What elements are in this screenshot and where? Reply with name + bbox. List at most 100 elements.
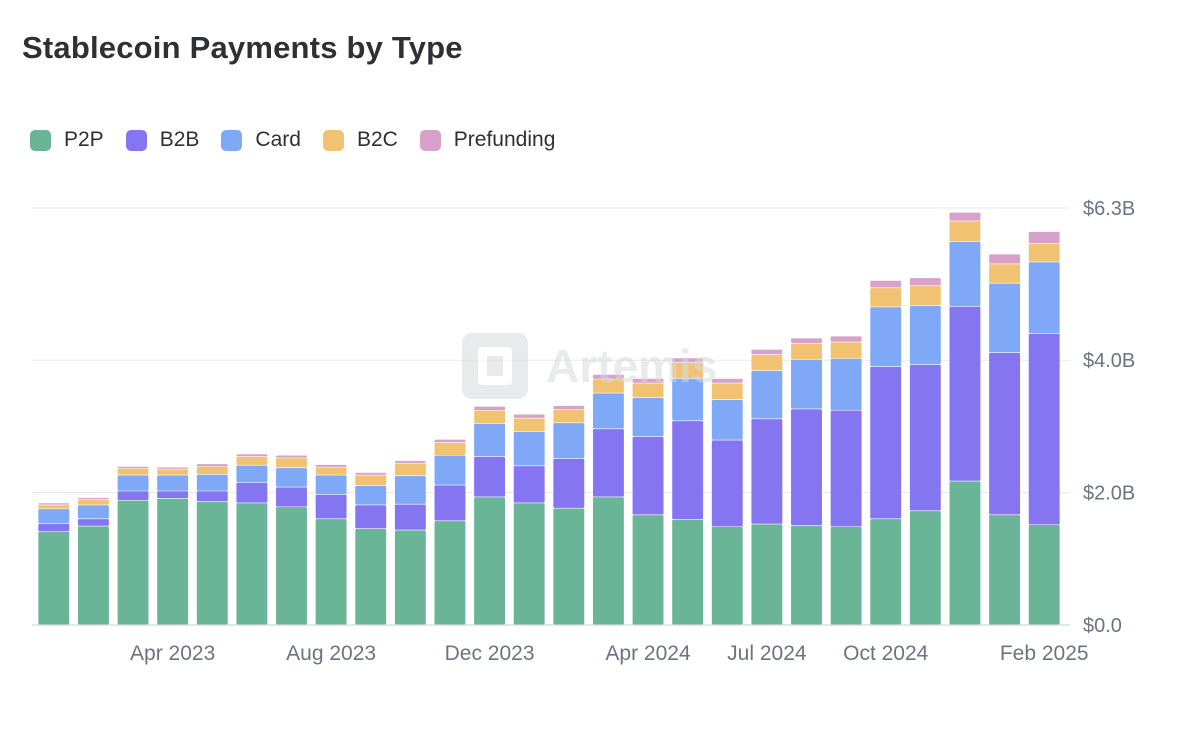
bar-segment-b2b[interactable] — [830, 410, 862, 527]
bar-segment-b2c[interactable] — [315, 467, 347, 475]
bar-segment-b2c[interactable] — [196, 466, 228, 475]
bar-segment-b2c[interactable] — [592, 379, 624, 393]
bar-segment-card[interactable] — [236, 465, 268, 483]
bar-segment-prefunding[interactable] — [989, 254, 1021, 264]
bar-segment-b2b[interactable] — [355, 505, 387, 529]
bar-segment-b2c[interactable] — [672, 362, 704, 379]
bar-segment-b2b[interactable] — [553, 458, 585, 508]
bar-segment-p2p[interactable] — [592, 497, 624, 625]
bar-segment-p2p[interactable] — [632, 515, 664, 625]
bar-segment-card[interactable] — [949, 241, 981, 307]
bar-segment-b2c[interactable] — [830, 342, 862, 359]
bar-segment-prefunding[interactable] — [949, 212, 981, 221]
bar-segment-card[interactable] — [117, 475, 149, 491]
bar-segment-b2c[interactable] — [870, 288, 902, 307]
bar-segment-b2c[interactable] — [989, 264, 1021, 283]
bar-segment-p2p[interactable] — [791, 525, 822, 625]
bar-segment-card[interactable] — [513, 431, 545, 466]
bar-segment-card[interactable] — [394, 476, 426, 504]
bar-segment-p2p[interactable] — [989, 515, 1021, 625]
bar-segment-p2p[interactable] — [236, 503, 268, 625]
bar-segment-card[interactable] — [38, 509, 70, 524]
bar-segment-prefunding[interactable] — [236, 454, 268, 457]
bar-segment-prefunding[interactable] — [117, 466, 149, 469]
bar-segment-prefunding[interactable] — [157, 467, 189, 469]
legend-item-card[interactable]: Card — [221, 128, 301, 152]
bar-segment-card[interactable] — [632, 397, 664, 437]
legend-item-p2p[interactable]: P2P — [30, 128, 104, 152]
bar-segment-b2c[interactable] — [553, 409, 585, 423]
bar-segment-p2p[interactable] — [196, 501, 228, 625]
bar-segment-prefunding[interactable] — [434, 439, 466, 443]
bar-segment-prefunding[interactable] — [513, 414, 545, 418]
bar-segment-b2b[interactable] — [513, 466, 545, 503]
bar-segment-b2b[interactable] — [394, 504, 426, 530]
bar-segment-b2b[interactable] — [989, 352, 1021, 515]
bar-segment-b2b[interactable] — [315, 494, 347, 519]
bar-segment-prefunding[interactable] — [830, 336, 862, 342]
bar-segment-card[interactable] — [870, 307, 902, 367]
bar-segment-prefunding[interactable] — [870, 280, 902, 288]
legend-item-b2c[interactable]: B2C — [322, 128, 398, 152]
bar-segment-b2c[interactable] — [157, 469, 189, 475]
bar-segment-p2p[interactable] — [553, 508, 585, 625]
bar-segment-p2p[interactable] — [830, 527, 862, 625]
bar-segment-card[interactable] — [830, 358, 862, 410]
bar-segment-card[interactable] — [672, 378, 704, 421]
bar-segment-p2p[interactable] — [117, 500, 149, 625]
bar-segment-b2c[interactable] — [1028, 243, 1060, 262]
bar-segment-card[interactable] — [553, 423, 585, 459]
bar-segment-card[interactable] — [77, 505, 109, 519]
bar-segment-p2p[interactable] — [1028, 525, 1060, 625]
bar-segment-prefunding[interactable] — [474, 406, 506, 410]
bar-segment-b2b[interactable] — [632, 437, 664, 515]
bar-segment-prefunding[interactable] — [909, 278, 941, 286]
bar-segment-prefunding[interactable] — [355, 472, 387, 475]
bar-segment-prefunding[interactable] — [276, 455, 307, 458]
bar-segment-card[interactable] — [909, 305, 941, 365]
bar-segment-b2c[interactable] — [434, 442, 466, 455]
bar-segment-b2b[interactable] — [236, 482, 268, 503]
bar-segment-p2p[interactable] — [909, 511, 941, 625]
bar-segment-card[interactable] — [276, 468, 307, 487]
bar-segment-b2b[interactable] — [751, 419, 783, 524]
bar-segment-p2p[interactable] — [276, 507, 307, 625]
bar-segment-prefunding[interactable] — [394, 460, 426, 463]
bar-segment-b2b[interactable] — [434, 485, 466, 521]
bar-segment-p2p[interactable] — [513, 503, 545, 625]
bar-segment-card[interactable] — [355, 486, 387, 505]
bar-segment-p2p[interactable] — [394, 530, 426, 625]
bar-segment-p2p[interactable] — [315, 519, 347, 625]
bar-segment-prefunding[interactable] — [196, 464, 228, 467]
bar-segment-b2b[interactable] — [38, 523, 70, 532]
bar-segment-b2b[interactable] — [276, 487, 307, 507]
bar-segment-p2p[interactable] — [434, 521, 466, 625]
bar-segment-b2c[interactable] — [909, 286, 941, 306]
bar-segment-b2c[interactable] — [355, 475, 387, 486]
bar-segment-card[interactable] — [592, 393, 624, 429]
bar-segment-prefunding[interactable] — [711, 378, 743, 383]
bar-segment-b2c[interactable] — [711, 383, 743, 400]
bar-segment-card[interactable] — [157, 475, 189, 491]
bar-segment-b2b[interactable] — [474, 456, 506, 497]
bar-segment-p2p[interactable] — [355, 529, 387, 625]
bar-segment-p2p[interactable] — [157, 498, 189, 625]
bar-segment-card[interactable] — [989, 283, 1021, 353]
bar-segment-b2b[interactable] — [196, 491, 228, 502]
legend-item-b2b[interactable]: B2B — [125, 128, 199, 152]
bar-segment-card[interactable] — [474, 423, 506, 457]
bar-segment-b2c[interactable] — [276, 458, 307, 468]
bar-segment-b2c[interactable] — [117, 468, 149, 475]
bar-segment-b2b[interactable] — [1028, 333, 1060, 525]
bar-segment-p2p[interactable] — [77, 526, 109, 625]
bar-segment-card[interactable] — [711, 399, 743, 440]
bar-segment-prefunding[interactable] — [553, 405, 585, 410]
bar-segment-b2b[interactable] — [949, 306, 981, 481]
bar-segment-b2b[interactable] — [870, 366, 902, 519]
bar-segment-prefunding[interactable] — [592, 374, 624, 379]
bar-segment-card[interactable] — [196, 474, 228, 491]
bar-segment-b2c[interactable] — [474, 410, 506, 424]
bar-segment-prefunding[interactable] — [791, 338, 822, 344]
bar-segment-card[interactable] — [751, 370, 783, 419]
bar-segment-card[interactable] — [434, 455, 466, 485]
